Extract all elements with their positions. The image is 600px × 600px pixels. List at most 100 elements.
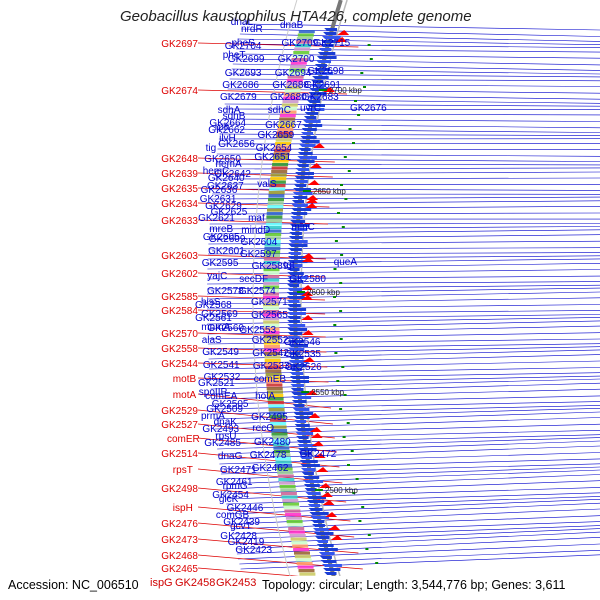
marker-dot <box>363 86 366 88</box>
feature-block <box>263 320 280 324</box>
right-gene-label: GK2609 <box>209 234 246 245</box>
reverse-strand-gene <box>287 260 308 263</box>
left-gene-label: rpsT <box>173 465 193 476</box>
reverse-strand-gene <box>299 456 312 459</box>
left-gene-label: GK2498 <box>161 484 198 495</box>
left-gene-label: GK2558 <box>161 344 198 355</box>
feature-block <box>266 212 283 216</box>
forward-strand-gene <box>316 467 329 472</box>
feature-block <box>294 551 310 555</box>
marker-dot <box>343 394 347 396</box>
right-gene-label: hisS <box>201 297 221 308</box>
marker-dot <box>333 296 336 298</box>
right-gene-label: pheT <box>223 50 246 61</box>
marker-dot <box>352 142 355 144</box>
reverse-strand-gene <box>289 228 308 231</box>
reverse-strand-gene <box>313 528 332 531</box>
feature-block <box>290 537 307 541</box>
marker-dot <box>357 114 361 116</box>
feature-block <box>263 296 279 300</box>
kbp-ruler: 2700 kbp 2650 kbp 2600 kbp 2550 kbp 2500 kbp <box>297 86 362 495</box>
feature-block <box>267 401 284 405</box>
feature-block <box>269 184 286 188</box>
ruler-tick <box>297 291 305 293</box>
right-gene-label: GK2667 <box>265 120 302 131</box>
marker-dot <box>367 534 371 536</box>
forward-strand-gene <box>305 203 318 208</box>
right-gene-label: GK2472 <box>300 449 337 460</box>
reverse-strand-gene <box>287 308 307 311</box>
feature-block <box>263 327 280 331</box>
reverse-strand-gene <box>287 296 305 299</box>
marker-dot <box>341 366 345 368</box>
forward-strand-gene <box>301 295 313 300</box>
left-leader-line <box>197 409 333 425</box>
feature-block <box>265 222 282 226</box>
feature-block <box>282 100 299 104</box>
right-gene-label: holA <box>255 391 275 402</box>
marker-dot <box>346 422 350 424</box>
reverse-strand-gene <box>289 224 310 227</box>
feature-block <box>272 439 289 443</box>
right-gene-label: GK2493 <box>202 424 239 435</box>
feature-block <box>278 478 295 482</box>
footer-gene-label-ispg: ispG <box>150 577 173 589</box>
right-gene-label: GK2541 <box>203 360 240 371</box>
left-gene-label: GK2697 <box>161 39 198 50</box>
right-gene-label: GK2715 <box>314 38 351 49</box>
feature-block <box>263 292 279 296</box>
left-gene-label: GK2633 <box>161 216 198 227</box>
feature-block <box>268 404 285 408</box>
right-gene-label: GK2650 <box>204 154 241 165</box>
feature-block <box>268 194 285 198</box>
right-gene-label: GK2419 <box>228 537 265 548</box>
feature-block <box>298 569 315 573</box>
reverse-strand-gene <box>303 484 320 487</box>
feature-block <box>276 131 293 135</box>
feature-block <box>263 331 280 335</box>
feature-block <box>272 163 289 167</box>
forward-strand-gene <box>325 512 338 517</box>
feature-block <box>289 68 306 72</box>
topology-text: Topology: circular; Length: 3,544,776 bp… <box>262 578 566 592</box>
feature-block <box>270 422 287 426</box>
feature-block <box>267 208 283 212</box>
reverse-strand-gene <box>295 428 315 431</box>
reverse-strand-gene <box>287 288 303 291</box>
feature-block <box>263 257 280 261</box>
right-gene-label: GK2454 <box>212 490 249 501</box>
marker-dot <box>361 506 365 508</box>
left-gene-label: GK2639 <box>161 169 198 180</box>
right-gene-label: sdhB <box>223 111 246 122</box>
reverse-strand-gene <box>315 540 328 543</box>
feature-block <box>287 75 304 79</box>
right-gene-label: GK2589 <box>252 261 289 272</box>
reverse-strand-gene <box>287 304 301 307</box>
feature-block <box>264 254 280 258</box>
reverse-strand-gene <box>309 512 329 515</box>
feature-block <box>286 79 303 83</box>
reverse-strand-gene <box>287 320 300 323</box>
reverse-strand-gene <box>288 240 308 243</box>
feature-block <box>297 565 314 569</box>
reverse-strand-gene <box>306 500 325 503</box>
forward-strand-gene <box>301 330 314 335</box>
reverse-strand-gene <box>301 128 317 131</box>
forward-strand-gene <box>322 500 335 505</box>
right-gene-label: GK2631 <box>200 194 237 205</box>
right-gene-label: mnmA <box>201 322 230 333</box>
right-gene-label: GK2578 <box>207 286 244 297</box>
forward-strand-gene <box>312 143 325 148</box>
reverse-strand-gene <box>290 388 304 391</box>
right-gene-label: GK2553 <box>239 325 276 336</box>
feature-block <box>285 516 302 520</box>
feature-block <box>263 271 280 275</box>
feature-block <box>288 72 305 76</box>
marker-dot <box>339 408 343 410</box>
feature-block <box>264 362 281 366</box>
reverse-strand-gene <box>308 92 327 95</box>
right-gene-label: GK2595 <box>202 258 239 269</box>
reverse-strand-gene <box>287 328 308 331</box>
reverse-strand-gene <box>293 412 314 415</box>
feature-block <box>287 523 304 527</box>
